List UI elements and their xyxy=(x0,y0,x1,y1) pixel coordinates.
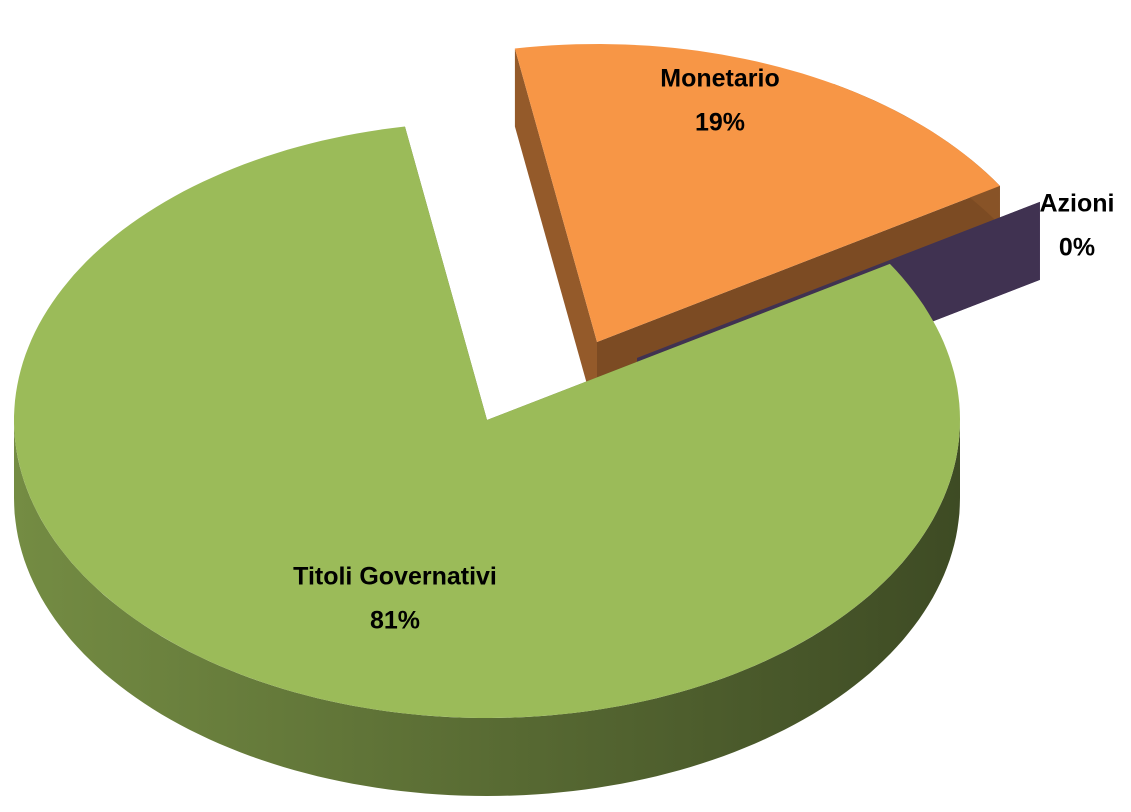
slice-wall xyxy=(14,420,960,796)
data-label-name: Monetario xyxy=(660,65,779,93)
data-label-name: Titoli Governativi xyxy=(293,563,497,591)
slice xyxy=(514,44,1000,342)
data-label-value: 81% xyxy=(370,607,420,635)
data-label-value: 0% xyxy=(1059,234,1095,262)
data-label-value: 19% xyxy=(695,109,745,137)
slice-side xyxy=(514,48,597,420)
slice xyxy=(14,126,960,718)
data-label-name: Azioni xyxy=(1040,190,1115,218)
